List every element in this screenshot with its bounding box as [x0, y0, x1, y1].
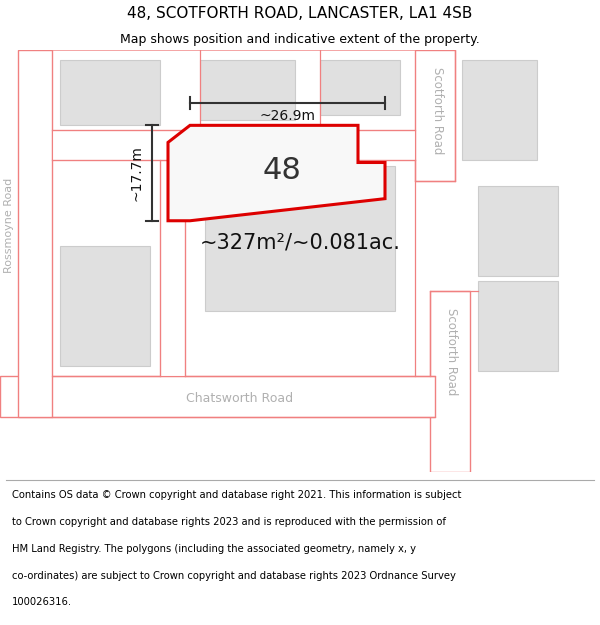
- Text: HM Land Registry. The polygons (including the associated geometry, namely x, y: HM Land Registry. The polygons (includin…: [12, 544, 416, 554]
- Text: Rossmoyne Road: Rossmoyne Road: [4, 178, 14, 273]
- Bar: [60, 60, 160, 126]
- Text: Map shows position and indicative extent of the property.: Map shows position and indicative extent…: [120, 32, 480, 46]
- Polygon shape: [430, 291, 470, 472]
- Text: 48: 48: [263, 156, 301, 185]
- Text: Chatsworth Road: Chatsworth Road: [187, 392, 293, 405]
- Text: 48, SCOTFORTH ROAD, LANCASTER, LA1 4SB: 48, SCOTFORTH ROAD, LANCASTER, LA1 4SB: [127, 6, 473, 21]
- Text: 100026316.: 100026316.: [12, 598, 72, 608]
- Polygon shape: [160, 161, 185, 376]
- Polygon shape: [168, 126, 385, 221]
- Text: to Crown copyright and database rights 2023 and is reproduced with the permissio: to Crown copyright and database rights 2…: [12, 517, 446, 527]
- Polygon shape: [415, 50, 455, 181]
- Bar: [320, 60, 400, 115]
- Text: ~17.7m: ~17.7m: [129, 145, 143, 201]
- Bar: [200, 60, 295, 120]
- Polygon shape: [18, 50, 52, 417]
- Polygon shape: [0, 376, 435, 417]
- Text: Scotforth Road: Scotforth Road: [431, 67, 443, 154]
- Text: ~26.9m: ~26.9m: [260, 109, 316, 123]
- Text: ~327m²/~0.081ac.: ~327m²/~0.081ac.: [200, 233, 400, 253]
- Bar: [478, 281, 558, 371]
- Polygon shape: [52, 131, 415, 161]
- Bar: [462, 60, 537, 161]
- Bar: [60, 246, 150, 366]
- Text: Scotforth Road: Scotforth Road: [445, 308, 458, 395]
- Bar: [478, 186, 558, 276]
- Text: Contains OS data © Crown copyright and database right 2021. This information is : Contains OS data © Crown copyright and d…: [12, 490, 461, 500]
- Bar: [205, 166, 395, 311]
- Text: co-ordinates) are subject to Crown copyright and database rights 2023 Ordnance S: co-ordinates) are subject to Crown copyr…: [12, 571, 456, 581]
